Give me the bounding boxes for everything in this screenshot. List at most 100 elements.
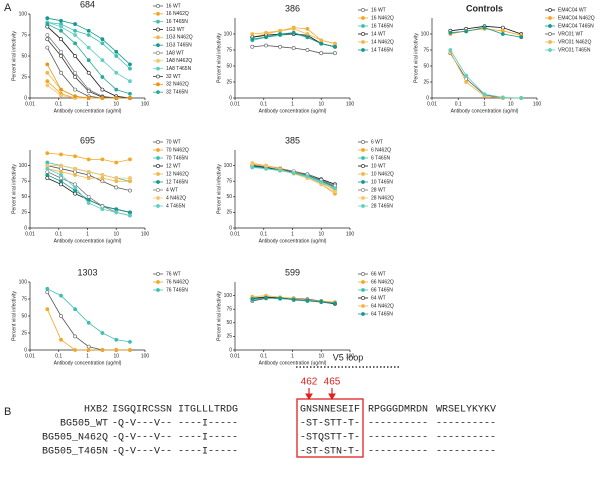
- legend-label: 1G3 T465N: [166, 42, 192, 48]
- legend-marker: [361, 288, 365, 292]
- y-tick-label: 50: [21, 194, 27, 200]
- data-point: [73, 70, 77, 75]
- data-point: [59, 28, 63, 33]
- data-point: [291, 30, 296, 35]
- sequence-block: -ST-STN-T-: [300, 447, 360, 458]
- sequence-block: -Q-V---V--: [112, 433, 172, 444]
- legend-label: 64 T465N: [371, 311, 393, 317]
- y-tick-label: 100: [224, 163, 233, 169]
- data-point: [278, 296, 282, 301]
- x-axis-label: Antibody concentration (ug/ml): [259, 238, 327, 244]
- x-tick-label: 100: [141, 231, 150, 237]
- legend-label: 70 N462Q: [166, 147, 189, 153]
- data-point: [73, 185, 77, 190]
- legend-marker: [548, 32, 552, 36]
- legend-marker: [361, 164, 365, 168]
- data-point: [59, 293, 63, 298]
- data-point: [114, 87, 119, 92]
- legend-marker: [156, 27, 160, 32]
- legend-label: 16 WT: [371, 7, 386, 13]
- sequence-block: GNSNNESEIF: [300, 405, 360, 416]
- data-point: [59, 166, 63, 171]
- legend-marker: [361, 196, 365, 200]
- legend-marker: [156, 172, 160, 176]
- data-point: [250, 161, 255, 166]
- data-point: [100, 87, 105, 92]
- data-point: [59, 70, 63, 75]
- x-tick-label: 10: [318, 101, 324, 107]
- x-tick-label: 0.1: [260, 101, 267, 107]
- data-point: [45, 62, 50, 67]
- x-tick-label: 0.01: [25, 101, 35, 107]
- legend-marker: [156, 58, 160, 63]
- data-point: [59, 37, 63, 42]
- y-tick-label: 50: [226, 194, 232, 200]
- data-point: [128, 66, 132, 71]
- data-point: [100, 41, 105, 46]
- data-point: [59, 337, 63, 342]
- legend-marker: [156, 196, 160, 200]
- x-tick-label: 0.1: [260, 353, 267, 359]
- v5-box: [296, 398, 364, 458]
- y-tick-label: 25: [226, 210, 232, 216]
- data-point: [519, 35, 524, 40]
- y-tick-label: 50: [21, 53, 27, 59]
- legend-marker: [361, 312, 365, 316]
- data-point: [59, 24, 63, 29]
- x-tick-label: 10: [318, 231, 324, 237]
- y-tick-label: 0: [24, 347, 27, 353]
- chart-title: 599: [285, 267, 300, 277]
- data-point: [128, 210, 132, 215]
- data-point: [100, 207, 105, 212]
- data-point: [264, 295, 268, 300]
- legend-label: 4 N462Q: [166, 195, 186, 201]
- data-point: [86, 45, 91, 50]
- sequence-block: -ST-STT-T-: [300, 419, 360, 430]
- data-point: [500, 32, 505, 36]
- legend-label: 12 T465N: [166, 179, 188, 185]
- x-tick-label: 0.1: [55, 101, 62, 107]
- x-axis-label: Antibody concentration (ug/ml): [54, 360, 122, 366]
- legend-marker: [361, 40, 365, 44]
- legend-label: 64 N462Q: [371, 303, 394, 309]
- data-point: [45, 290, 50, 295]
- legend-label: 1G3 WT: [166, 27, 185, 33]
- data-point: [59, 176, 63, 180]
- legend-marker: [361, 16, 365, 20]
- data-point: [250, 296, 255, 301]
- data-point: [319, 41, 324, 46]
- data-point: [305, 35, 310, 40]
- data-point: [45, 307, 50, 312]
- data-point: [45, 176, 50, 180]
- data-point: [114, 70, 119, 75]
- data-point: [45, 151, 50, 156]
- y-tick-label: 25: [423, 79, 429, 85]
- sequence-block: ----------: [368, 447, 428, 458]
- legend-marker: [156, 180, 160, 184]
- legend-label: 12 N462Q: [166, 171, 189, 177]
- data-point: [100, 75, 105, 79]
- data-point: [86, 169, 91, 174]
- legend-label: 1A8 N462Q: [166, 58, 192, 64]
- legend-marker: [361, 280, 365, 284]
- y-tick-label: 0: [229, 95, 232, 101]
- data-point: [59, 179, 63, 184]
- data-point: [59, 87, 63, 92]
- y-tick-label: 75: [226, 307, 232, 313]
- data-point: [59, 314, 63, 318]
- data-point: [86, 201, 91, 205]
- legend-marker: [548, 24, 552, 28]
- data-point: [482, 92, 487, 97]
- legend-label: 14 WT: [371, 31, 386, 37]
- legend-label: EM4C04 T465N: [558, 23, 594, 29]
- data-point: [86, 58, 91, 63]
- data-point: [291, 46, 296, 50]
- data-point: [114, 54, 119, 58]
- legend-marker: [156, 19, 160, 24]
- legend-marker: [156, 74, 160, 79]
- x-tick-label: 1: [86, 231, 89, 237]
- legend-marker: [361, 32, 365, 36]
- data-point: [319, 38, 324, 43]
- x-axis-label: Antibody concentration (ug/ml): [259, 108, 327, 114]
- y-tick-label: 50: [226, 63, 232, 69]
